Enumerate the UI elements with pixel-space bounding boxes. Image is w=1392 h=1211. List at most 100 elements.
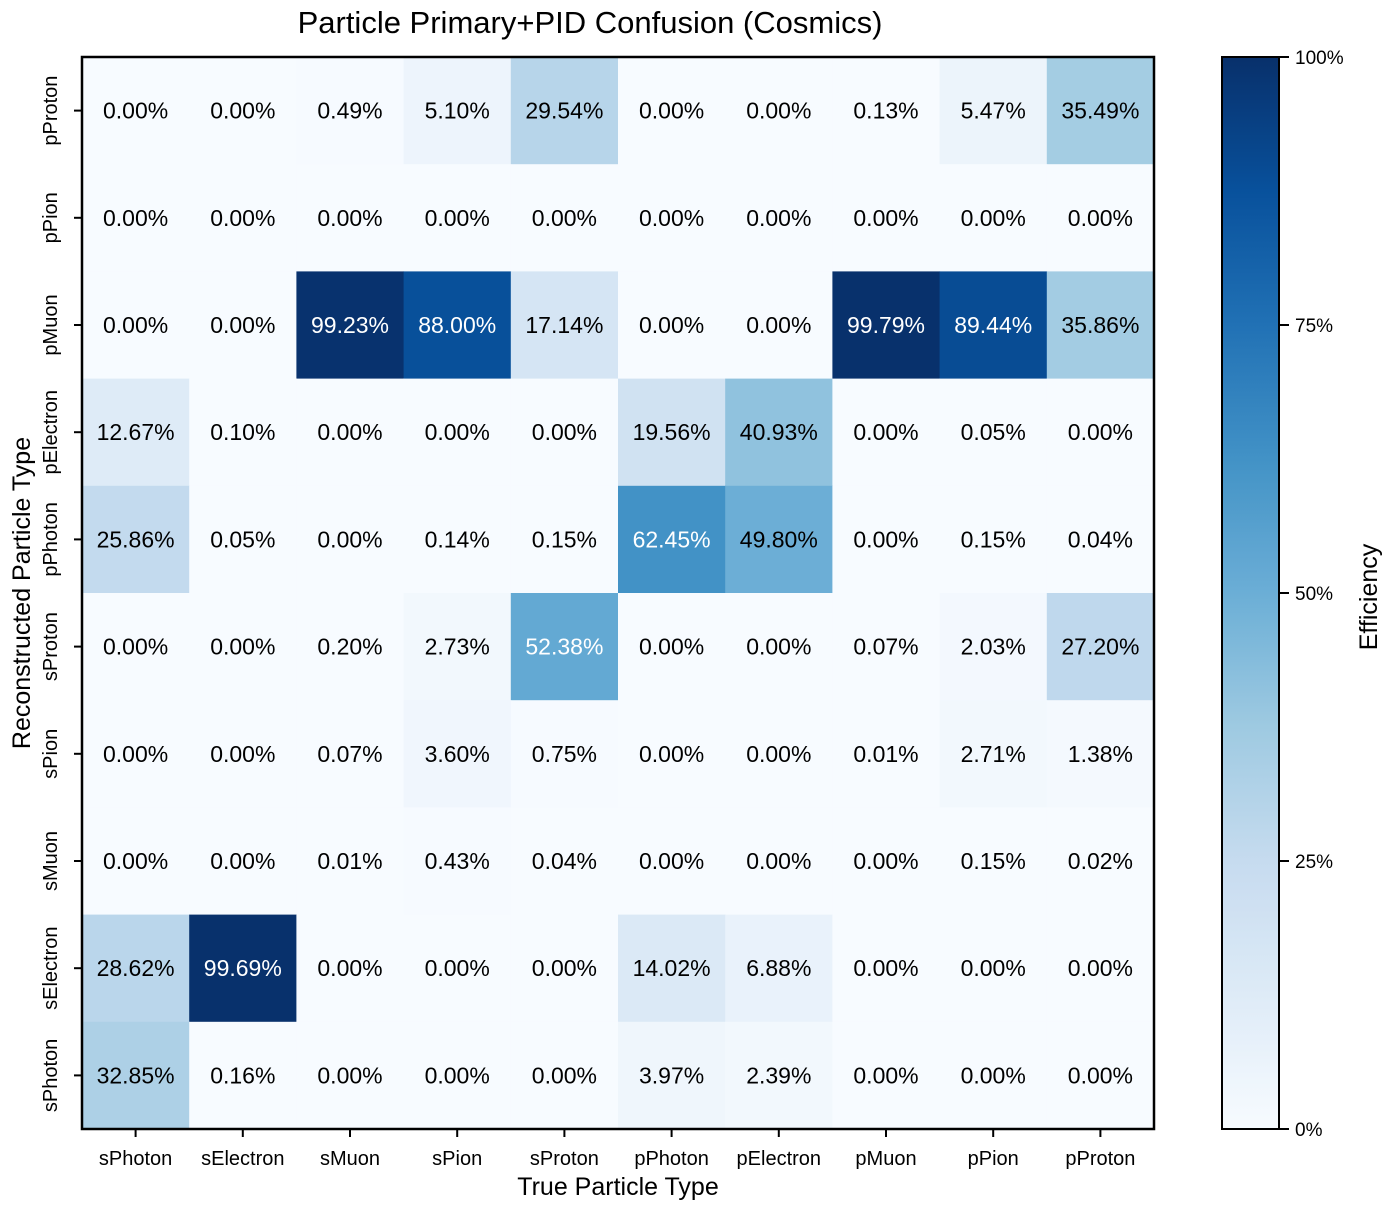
heatmap-cell [832, 700, 941, 808]
heatmap-cell [939, 271, 1048, 380]
heatmap-cell [189, 485, 297, 594]
cell-value-label: 0.00% [210, 98, 275, 124]
cell-value-label: 0.15% [961, 526, 1026, 552]
heatmap-cell [296, 485, 405, 594]
plot-frame [80, 55, 1156, 1131]
cell-value-label: 99.69% [204, 955, 282, 981]
heatmap-cell [939, 378, 1048, 487]
cell-value-label: 0.00% [853, 419, 918, 445]
y-tick-label: pProton [40, 76, 62, 146]
heatmap-cell [510, 1021, 619, 1130]
y-tick-label: pPion [40, 192, 62, 243]
cell-value-label: 0.00% [425, 955, 490, 981]
heatmap-cell [189, 57, 297, 165]
heatmap-cell [1046, 593, 1155, 701]
x-tick-label: pProton [1065, 1148, 1135, 1170]
x-tick-label: sMuon [320, 1148, 380, 1170]
colorbar-tick-label: 75% [1295, 316, 1333, 337]
cell-value-label: 19.56% [633, 419, 711, 445]
heatmap-cell [189, 164, 297, 272]
heatmap-cell [403, 164, 512, 272]
cell-value-label: 0.00% [746, 741, 811, 767]
cell-value-label: 88.00% [418, 312, 496, 338]
cell-value-label: 0.00% [639, 634, 704, 660]
heatmap-cell [403, 271, 512, 380]
cell-value-label: 0.00% [639, 98, 704, 124]
cell-value-label: 27.20% [1061, 634, 1139, 660]
cell-value-label: 0.00% [746, 634, 811, 660]
cell-value-label: 12.67% [97, 419, 175, 445]
cell-value-label: 0.00% [317, 526, 382, 552]
heatmap-cell [403, 914, 512, 1023]
cell-value-label: 32.85% [97, 1062, 175, 1088]
heatmap-cell [189, 271, 297, 380]
heatmap-cell [1046, 57, 1155, 165]
cell-value-label: 0.07% [853, 634, 918, 660]
colorbar-tick-label: 100% [1295, 48, 1344, 69]
heatmap-cell [832, 1021, 941, 1130]
cell-value-label: 0.00% [853, 955, 918, 981]
cell-value-label: 0.75% [532, 741, 597, 767]
heatmap-cell [296, 1021, 405, 1130]
heatmap-cell [725, 57, 833, 165]
heatmap-cell [832, 485, 941, 594]
cell-value-label: 0.00% [961, 205, 1026, 231]
heatmap-cell [832, 807, 941, 916]
heatmap-cell [832, 271, 941, 380]
heatmap-cell [1046, 485, 1155, 594]
cell-value-label: 0.00% [425, 419, 490, 445]
cell-value-label: 0.00% [1068, 419, 1133, 445]
heatmap-cell [296, 57, 405, 165]
cell-value-label: 0.05% [210, 526, 275, 552]
cell-value-label: 0.00% [425, 1062, 490, 1088]
heatmap-cell [832, 57, 941, 165]
cell-value-label: 0.00% [103, 205, 168, 231]
heatmap-cell [1046, 807, 1155, 916]
heatmap-cell [510, 593, 619, 701]
heatmap-cell [510, 807, 619, 916]
heatmap-cells [82, 57, 1155, 1130]
heatmap-cell [82, 57, 190, 165]
x-tick-label: pElectron [737, 1148, 822, 1170]
x-axis-label: True Particle Type [517, 1173, 718, 1201]
cell-value-label: 0.00% [317, 205, 382, 231]
cell-value-label: 0.00% [639, 312, 704, 338]
heatmap-cell [725, 593, 833, 701]
y-tick-label: pElectron [40, 390, 62, 475]
heatmap-cell [618, 914, 726, 1023]
cell-value-label: 0.49% [317, 98, 382, 124]
cell-value-label: 0.00% [210, 848, 275, 874]
cell-value-label: 0.13% [853, 98, 918, 124]
heatmap-cell [403, 378, 512, 487]
cell-value-label: 0.00% [853, 848, 918, 874]
heatmap-cell [296, 164, 405, 272]
x-tick-label: pMuon [855, 1148, 916, 1170]
heatmap-cell [832, 593, 941, 701]
heatmap-cell [403, 1021, 512, 1130]
cell-value-label: 0.43% [425, 848, 490, 874]
heatmap-cell [510, 57, 619, 165]
cell-value-label: 0.04% [1068, 526, 1133, 552]
cell-value-label: 0.10% [210, 419, 275, 445]
heatmap-cell [618, 57, 726, 165]
x-tick-label: sProton [530, 1148, 599, 1170]
heatmap-cell [403, 57, 512, 165]
heatmap-cell [939, 1021, 1048, 1130]
heatmap-cell [82, 1021, 190, 1130]
heatmap-cell [403, 807, 512, 916]
cell-value-label: 0.04% [532, 848, 597, 874]
cell-value-label: 29.54% [525, 98, 603, 124]
heatmap-cell [939, 164, 1048, 272]
heatmap-cell [939, 485, 1048, 594]
cell-value-label: 28.62% [97, 955, 175, 981]
heatmap-cell [296, 378, 405, 487]
heatmap-cell [618, 271, 726, 380]
heatmap-cell [939, 593, 1048, 701]
y-tick-label: sElectron [40, 927, 62, 1010]
cell-value-label: 25.86% [97, 526, 175, 552]
cell-value-label: 0.00% [639, 205, 704, 231]
colorbar [1221, 56, 1280, 1130]
cell-value-label: 0.00% [746, 98, 811, 124]
cell-value-label: 0.00% [853, 1062, 918, 1088]
cell-value-label: 0.00% [210, 205, 275, 231]
